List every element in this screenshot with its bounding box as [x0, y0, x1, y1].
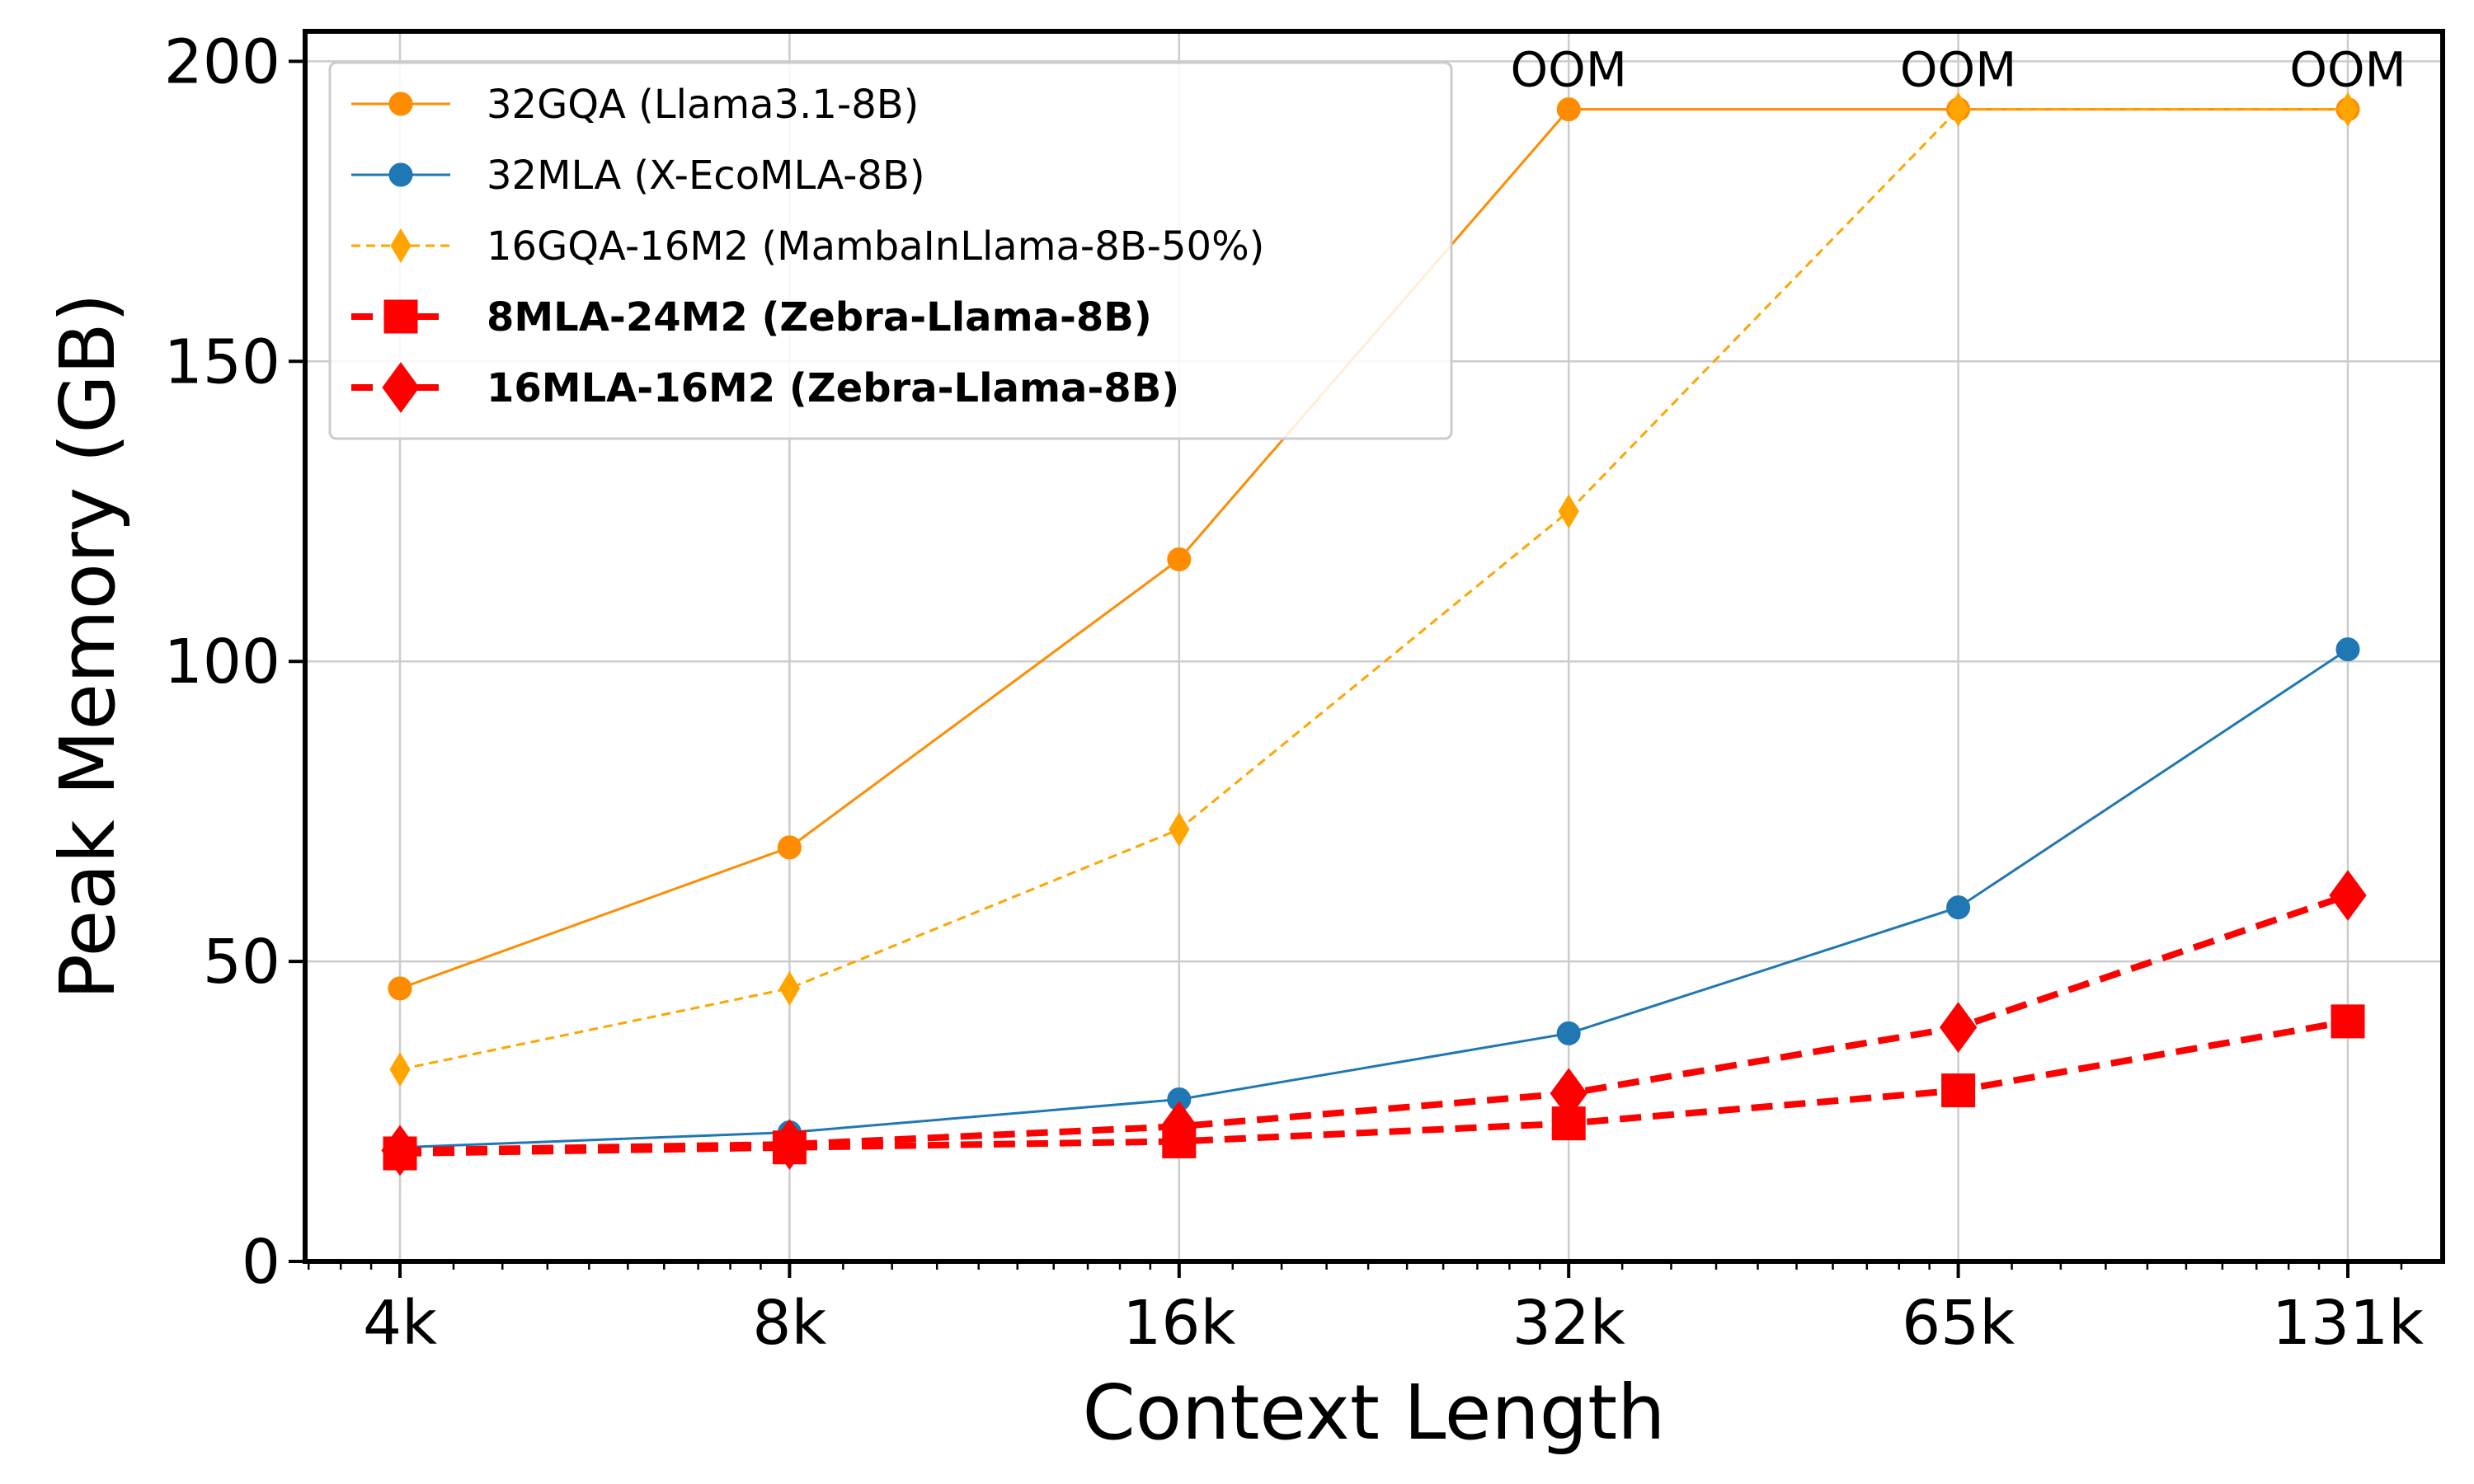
oom-label: OOM — [1511, 42, 1627, 98]
series-2 — [388, 637, 2360, 1160]
legend-label: 16GQA-16M2 (MambaInLlama-8B-50%) — [487, 223, 1264, 270]
legend: 32GQA (Llama3.1-8B) 32MLA (X-EcoMLA-8B) 16… — [328, 61, 1453, 440]
legend-label: 16MLA-16M2 (Zebra-Llama-8B) — [487, 365, 1179, 411]
data-point — [2329, 870, 2367, 921]
data-point — [1167, 547, 1192, 571]
y-axis-label: Peak Memory (GB) — [44, 293, 132, 999]
data-point — [1946, 895, 1971, 920]
oom-annotations: OOM OOM OOM — [1511, 42, 2406, 98]
x-tick-label: 65k — [1902, 1288, 2015, 1359]
legend-marker — [382, 362, 420, 413]
legend-entry: 16GQA-16M2 (MambaInLlama-8B-50%) — [351, 223, 1264, 270]
legend-entry: 16MLA-16M2 (Zebra-Llama-8B) — [351, 362, 1179, 413]
legend-marker — [383, 299, 418, 334]
y-tick-label: 150 — [164, 326, 280, 397]
data-point — [777, 835, 802, 860]
data-point — [1556, 1021, 1581, 1045]
oom-label: OOM — [2289, 42, 2406, 98]
x-axis-label: Context Length — [1083, 1369, 1666, 1457]
plot-area-frame — [303, 29, 2445, 1264]
legend-marker — [388, 92, 413, 116]
y-tick-label: 0 — [242, 1227, 280, 1298]
data-point — [1941, 1073, 1976, 1108]
y-tick-label: 200 — [164, 26, 280, 97]
data-point — [1948, 92, 1969, 127]
legend-label: 8MLA-24M2 (Zebra-Llama-8B) — [487, 294, 1152, 340]
data-point — [2335, 637, 2360, 662]
data-point — [2337, 92, 2359, 127]
legend-label: 32GQA (Llama3.1-8B) — [487, 82, 919, 128]
x-tick-label: 4k — [363, 1288, 437, 1359]
oom-label: OOM — [1900, 42, 2016, 98]
series-line — [399, 1017, 2349, 1157]
legend-marker — [390, 228, 412, 263]
series-5 — [381, 870, 2367, 1176]
series-layer — [381, 92, 2367, 1176]
series-line — [399, 892, 2349, 1154]
data-point — [770, 1119, 809, 1170]
legend-marker — [388, 162, 413, 187]
data-point — [1556, 97, 1581, 122]
legend-entry: 32MLA (X-EcoMLA-8B) — [351, 153, 925, 199]
data-point — [1169, 812, 1190, 847]
data-point — [2331, 1004, 2365, 1039]
legend-box — [328, 61, 1453, 440]
data-point — [1558, 494, 1579, 529]
x-tick-label: 8k — [752, 1288, 826, 1359]
data-point — [1160, 1101, 1198, 1153]
data-point — [1939, 1002, 1978, 1054]
series-3 — [389, 92, 2359, 1087]
legend-entry: 32GQA (Llama3.1-8B) — [351, 82, 919, 128]
axis-ticks: 0 50 100 150 200 4k 8k 16k 32k 65k 131k — [164, 26, 2424, 1359]
x-tick-label: 16k — [1122, 1288, 1235, 1359]
x-tick-label: 32k — [1512, 1288, 1625, 1359]
data-point — [389, 1052, 411, 1087]
series-line — [399, 108, 2348, 1071]
legend-entry: 8MLA-24M2 (Zebra-Llama-8B) — [351, 294, 1152, 340]
data-point — [778, 970, 800, 1006]
y-tick-label: 100 — [164, 627, 280, 697]
legend-label: 32MLA (X-EcoMLA-8B) — [487, 153, 925, 199]
data-point — [381, 1125, 419, 1176]
series-line — [399, 648, 2349, 1149]
data-point — [388, 976, 412, 1001]
x-tick-label: 131k — [2272, 1288, 2424, 1359]
y-tick-label: 50 — [203, 927, 280, 998]
data-point — [1550, 1068, 1587, 1120]
